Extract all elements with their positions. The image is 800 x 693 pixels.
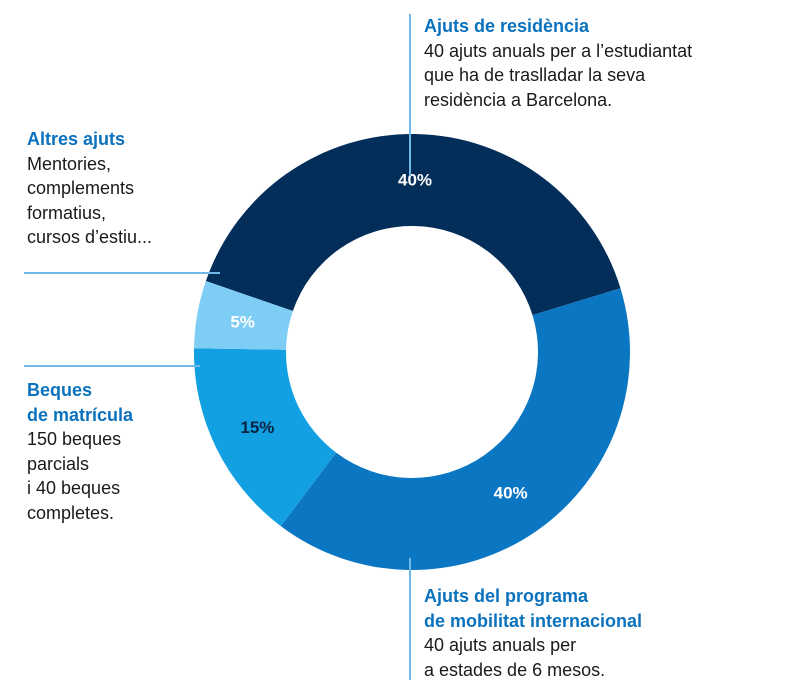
- beques-title: Beques de matrícula: [27, 380, 134, 425]
- mobilitat-annotation: Ajuts del programa de mobilitat internac…: [424, 584, 642, 682]
- altres-title: Altres ajuts: [27, 129, 126, 149]
- residencia-title: Ajuts de residència: [424, 16, 590, 36]
- residencia-leader-line: [409, 14, 411, 176]
- altres-description: Mentories, complements formatius, cursos…: [27, 153, 153, 248]
- donut-slice-label-0: 40%: [398, 171, 432, 190]
- beques-annotation: Beques de matrícula 150 beques parcials …: [27, 378, 133, 525]
- residencia-annotation: Ajuts de residència 40 ajuts anuals per …: [424, 14, 692, 112]
- donut-slice-label-1: 40%: [494, 483, 528, 502]
- mobilitat-leader-line: [409, 558, 411, 680]
- altres-leader-line: [24, 272, 220, 274]
- mobilitat-description: 40 ajuts anuals per a estades de 6 mesos…: [424, 635, 606, 680]
- donut-slice-label-2: 15%: [240, 418, 274, 437]
- donut-slice-2: [194, 348, 337, 527]
- beques-leader-line: [24, 365, 200, 367]
- mobilitat-title: Ajuts del programa de mobilitat internac…: [424, 586, 643, 631]
- residencia-description: 40 ajuts anuals per a l’estudiantat que …: [424, 40, 693, 110]
- altres-annotation: Altres ajuts Mentories, complements form…: [27, 127, 152, 250]
- donut-slice-0: [205, 133, 621, 316]
- donut-slice-1: [280, 288, 630, 570]
- donut-slice-3: [194, 281, 293, 350]
- donut-slice-label-3: 5%: [230, 313, 255, 332]
- beques-description: 150 beques parcials i 40 beques complete…: [27, 429, 122, 523]
